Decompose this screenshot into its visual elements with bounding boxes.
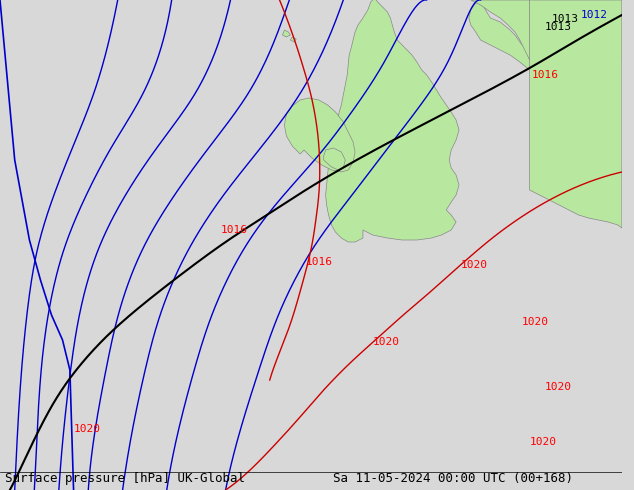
Text: 1020: 1020 bbox=[373, 337, 399, 347]
Text: 1020: 1020 bbox=[74, 424, 101, 434]
Polygon shape bbox=[326, 0, 459, 242]
Polygon shape bbox=[500, 0, 510, 8]
Text: 1012: 1012 bbox=[581, 10, 607, 20]
Polygon shape bbox=[290, 37, 296, 42]
Text: 1020: 1020 bbox=[522, 317, 549, 327]
Text: 1020: 1020 bbox=[545, 382, 571, 392]
Text: Surface pressure [hPa] UK-Global: Surface pressure [hPa] UK-Global bbox=[5, 472, 245, 485]
Text: 1016: 1016 bbox=[221, 225, 248, 235]
Polygon shape bbox=[324, 148, 346, 170]
Text: 1013: 1013 bbox=[545, 22, 571, 32]
Text: Sa 11-05-2024 00:00 UTC (00+168): Sa 11-05-2024 00:00 UTC (00+168) bbox=[333, 472, 574, 485]
Polygon shape bbox=[285, 98, 355, 172]
Polygon shape bbox=[529, 0, 622, 228]
Text: 1013: 1013 bbox=[551, 14, 578, 24]
Text: 1016: 1016 bbox=[306, 257, 333, 267]
Polygon shape bbox=[471, 0, 529, 60]
Text: 1020: 1020 bbox=[529, 437, 557, 447]
Polygon shape bbox=[579, 0, 622, 60]
Polygon shape bbox=[283, 30, 290, 37]
Polygon shape bbox=[469, 0, 540, 75]
Text: 1016: 1016 bbox=[532, 70, 559, 80]
Text: 1020: 1020 bbox=[461, 260, 488, 270]
